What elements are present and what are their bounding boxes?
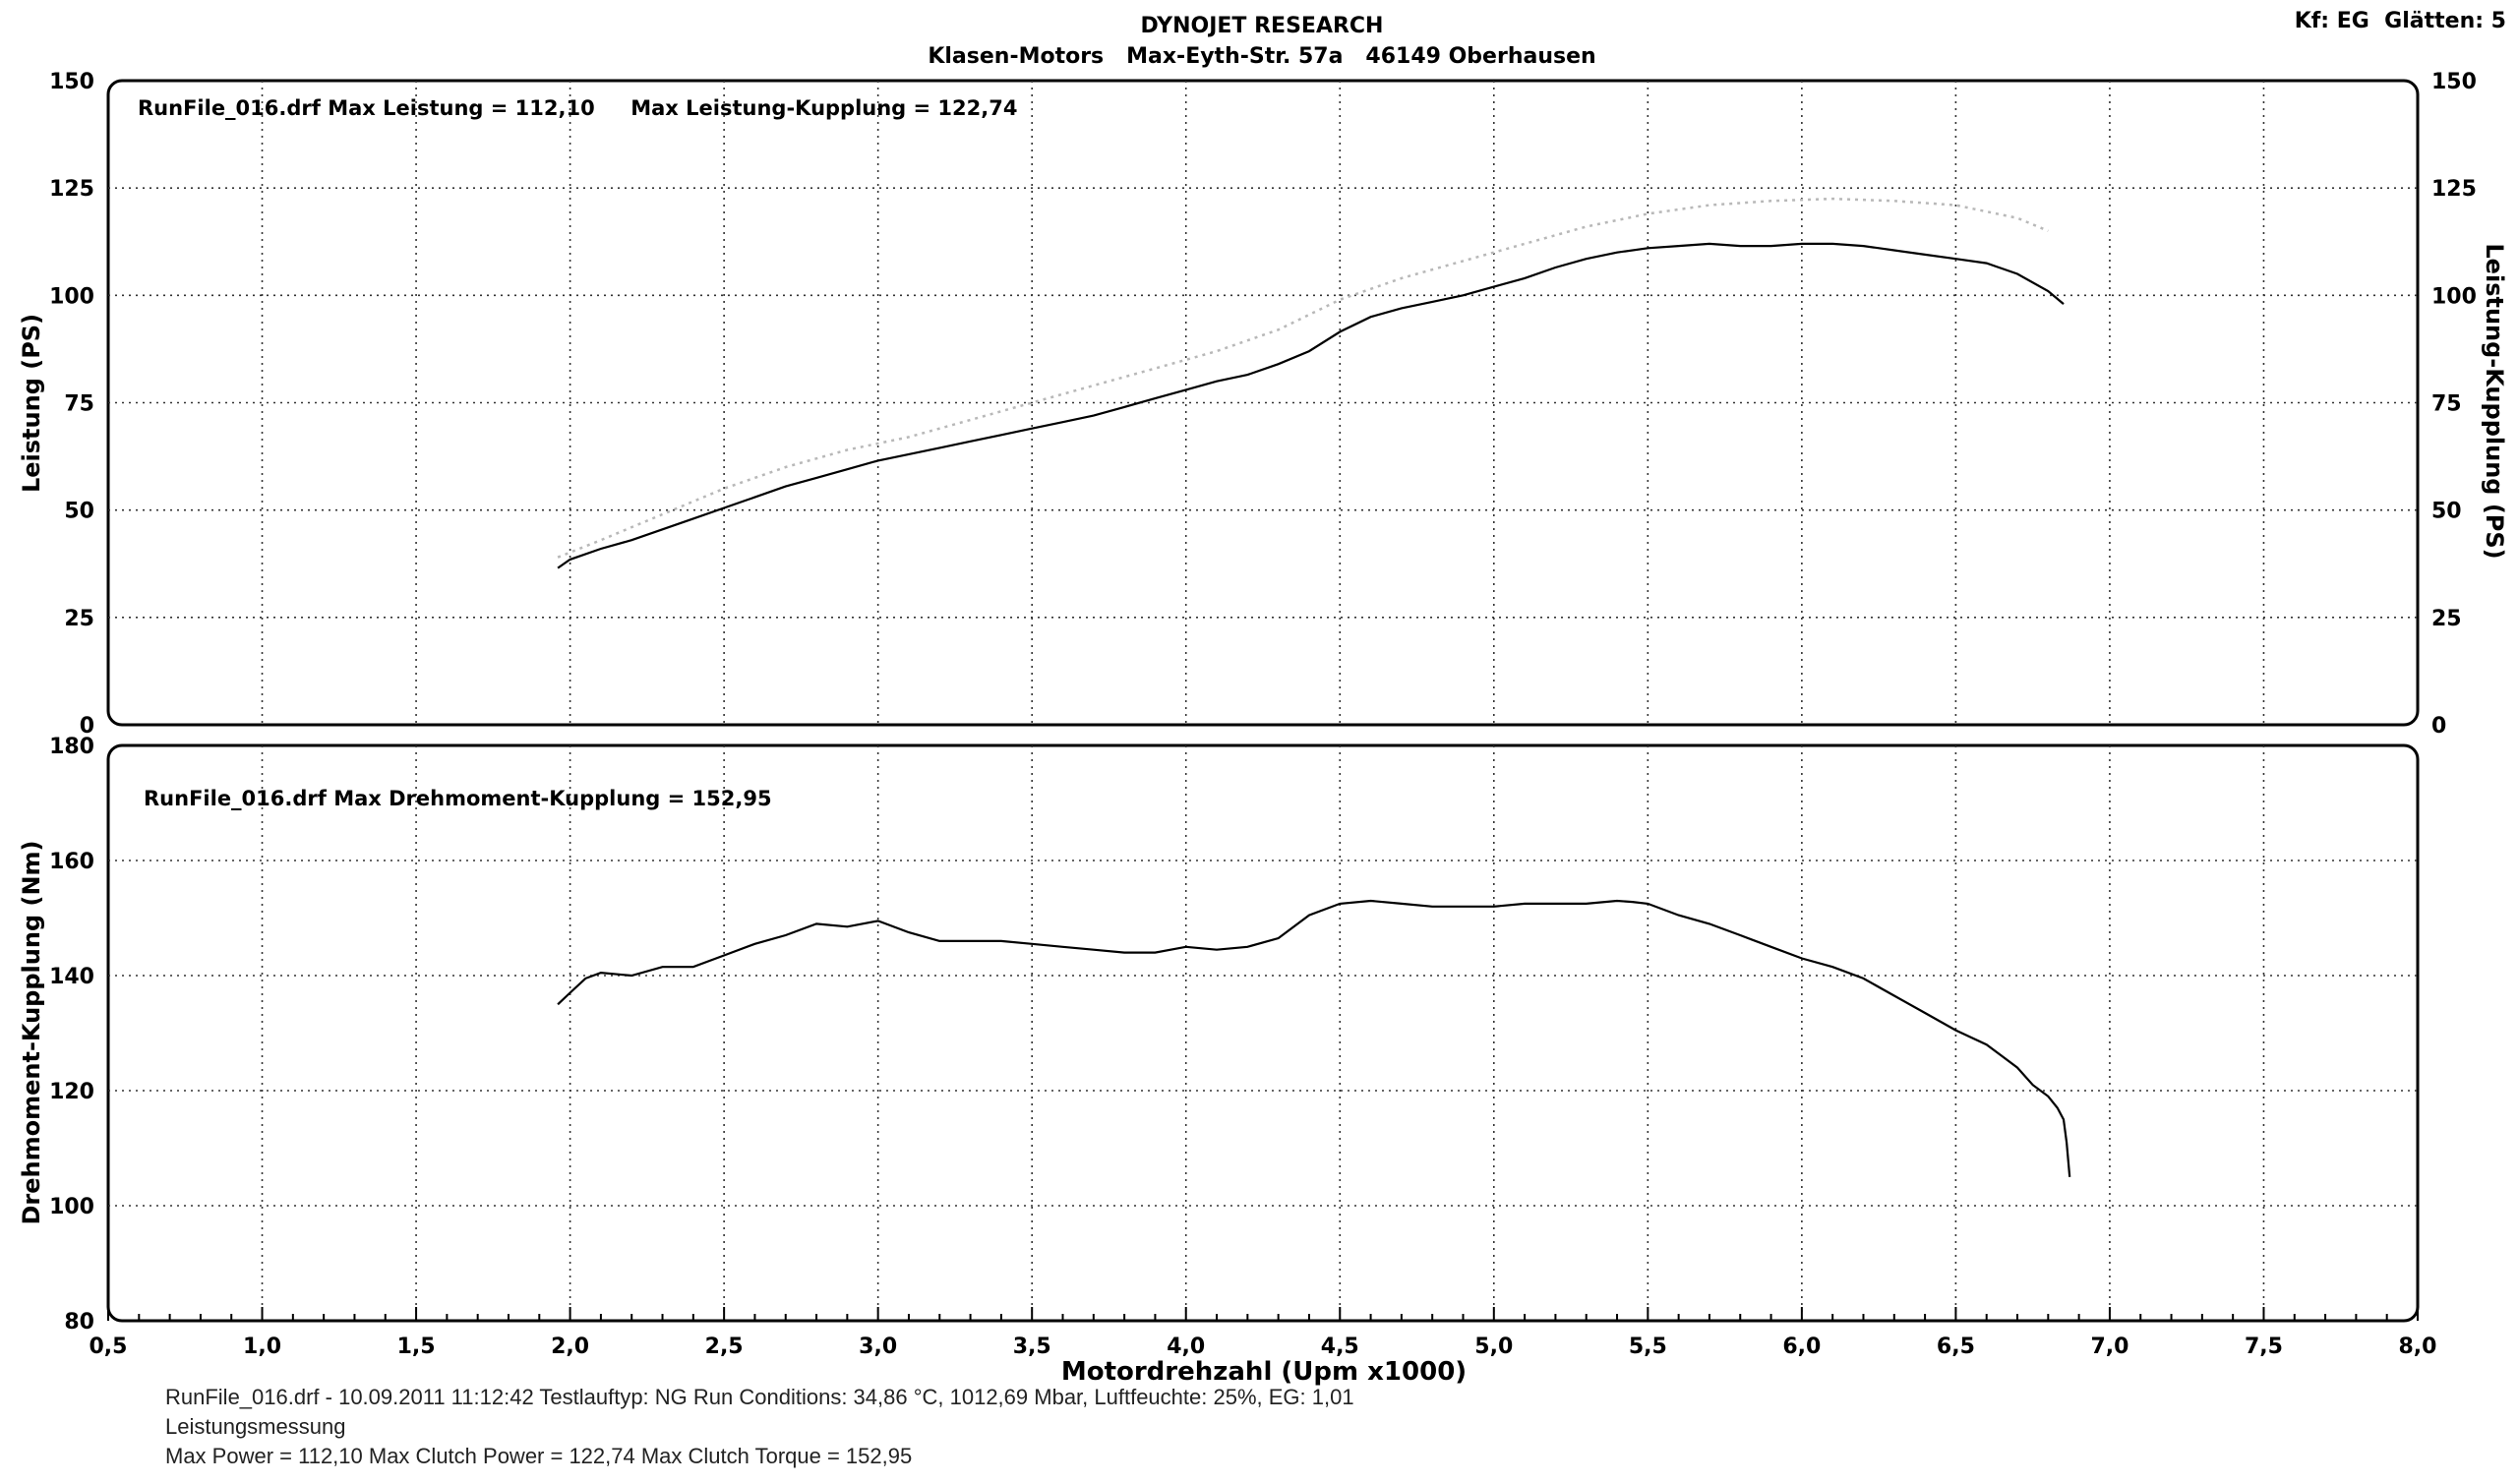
footer-max-values: Max Power = 112,10 Max Clutch Power = 12…: [165, 1444, 913, 1468]
top-y-tick-label-right: 0: [2431, 714, 2446, 739]
x-tick-label: 4,5: [1321, 1335, 1359, 1359]
x-tick-label: 4,0: [1167, 1335, 1205, 1359]
top-y-tick-label: 150: [49, 70, 94, 94]
x-tick-label: 1,0: [243, 1335, 281, 1359]
top-y-ticks-right: 0 25 50 75 100 125 150: [2431, 70, 2477, 739]
x-tick-label: 8,0: [2399, 1335, 2437, 1359]
top-y-axis-label: Leistung (PS): [18, 314, 45, 493]
bottom-grid: [108, 745, 2418, 1321]
series-leistung-line: [557, 242, 2065, 569]
x-tick-label: 7,0: [2090, 1335, 2128, 1359]
x-tick-label: 0,5: [90, 1335, 128, 1359]
bottom-y-tick-label: 180: [49, 735, 94, 759]
footer-run-info: RunFile_016.drf - 10.09.2011 11:12:42 Te…: [165, 1385, 1354, 1409]
series-drehmoment-kupplung-line: [557, 899, 2071, 1177]
top-y-tick-label: 25: [64, 607, 94, 631]
x-minor-ticks: [107, 1307, 2419, 1321]
x-tick-label: 3,0: [859, 1335, 897, 1359]
footer-measurement-type: Leistungsmessung: [165, 1414, 346, 1439]
top-y-tick-label-right: 150: [2431, 70, 2477, 94]
header-address: Klasen-Motors Max-Eyth-Str. 57a 46149 Ob…: [928, 44, 1595, 69]
top-y-tick-label-right: 75: [2431, 392, 2462, 417]
bottom-y-axis-label: Drehmoment-Kupplung (Nm): [18, 840, 45, 1224]
top-y-tick-label: 100: [49, 284, 94, 309]
x-tick-label: 6,5: [1937, 1335, 1975, 1359]
x-tick-label: 6,0: [1782, 1335, 1821, 1359]
bottom-y-tick-label: 160: [49, 850, 94, 874]
x-tick-label: 2,5: [705, 1335, 744, 1359]
bottom-y-ticks: 80 100 120 140 160 180: [49, 735, 94, 1335]
header-title: DYNOJET RESEARCH: [1141, 14, 1384, 38]
bottom-panel-frame: [106, 743, 2420, 1323]
top-y-axis-label-right: Leistung-Kupplung (PS): [2481, 243, 2508, 559]
x-tick-label: 7,5: [2245, 1335, 2283, 1359]
top-y-tick-label: 125: [49, 177, 94, 202]
x-tick-label: 5,0: [1474, 1335, 1513, 1359]
bottom-y-tick-label: 80: [64, 1310, 94, 1335]
top-y-tick-label-right: 100: [2431, 284, 2477, 309]
x-tick-label: 1,5: [397, 1335, 436, 1359]
series-leistung-kupplung-line: [557, 197, 2049, 559]
x-tick-label: 2,0: [551, 1335, 589, 1359]
x-axis-label: Motordrehzahl (Upm x1000): [1061, 1357, 1467, 1387]
top-y-tick-label-right: 25: [2431, 607, 2462, 631]
top-grid: [108, 81, 2418, 725]
top-panel-title: RunFile_016.drf Max Leistung = 112,10 Ma…: [138, 96, 1017, 120]
bottom-y-tick-label: 120: [49, 1080, 94, 1104]
bottom-panel-title: RunFile_016.drf Max Drehmoment-Kupplung …: [144, 787, 772, 810]
x-tick-label: 3,5: [1013, 1335, 1051, 1359]
x-tick-label: 5,5: [1629, 1335, 1667, 1359]
bottom-x-ticks: 0,5 1,0 1,5 2,0 2,5 3,0 3,5 4,0 4,5 5,0 5,5 6,0 6,5 7…: [90, 1335, 2437, 1359]
bottom-y-tick-label: 140: [49, 965, 94, 989]
top-y-ticks: 0 25 50 75 100 125 150: [49, 70, 94, 739]
bottom-y-tick-label: 100: [49, 1195, 94, 1219]
top-y-tick-label-right: 50: [2431, 500, 2462, 524]
top-y-tick-label-right: 125: [2431, 177, 2477, 202]
top-y-tick-label: 0: [80, 714, 94, 739]
top-y-tick-label: 75: [64, 392, 94, 417]
header-corner: Kf: EG Glätten: 5: [2295, 9, 2506, 33]
top-y-tick-label: 50: [64, 500, 94, 524]
